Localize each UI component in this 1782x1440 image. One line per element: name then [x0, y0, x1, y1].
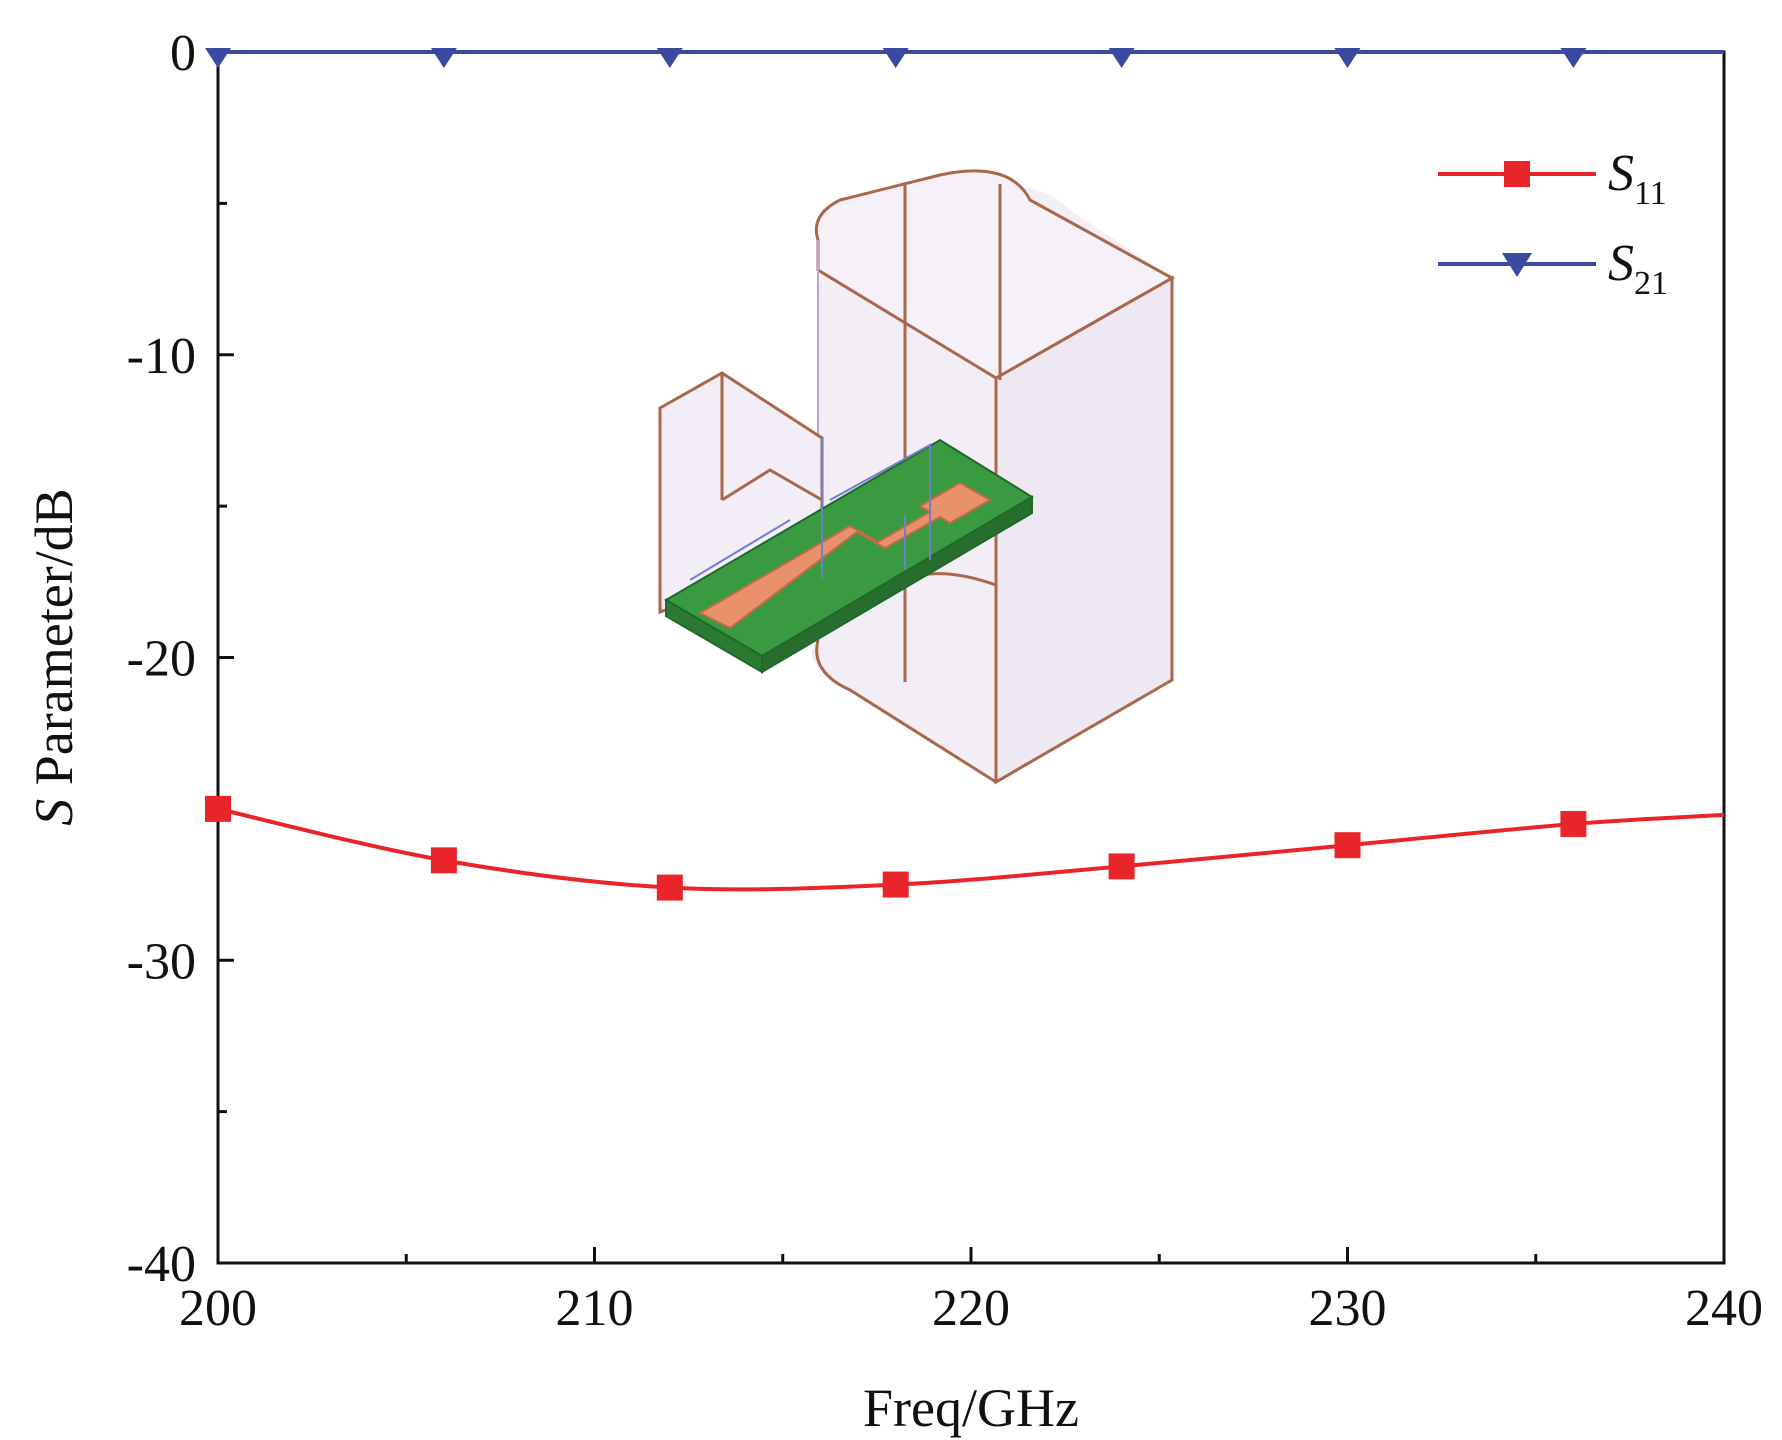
series-point-1	[205, 48, 231, 68]
x-tick-label: 230	[1309, 1280, 1387, 1337]
series-point-0	[1108, 853, 1135, 880]
substrate-front	[761, 495, 1033, 674]
series-point-1	[1108, 48, 1135, 68]
series-point-1	[882, 48, 909, 68]
legend-s21-marker	[1502, 253, 1532, 277]
series-point-0	[430, 847, 457, 874]
x-axis-title: Freq/GHz	[863, 1378, 1079, 1438]
y-tick-label: -30	[127, 933, 196, 990]
series-point-0	[1560, 811, 1587, 838]
series-point-1	[656, 48, 683, 68]
y-tick-label: -10	[127, 328, 196, 385]
legend-s21-label: S21	[1608, 235, 1668, 302]
series-line-0	[217, 806, 1725, 892]
series-point-0	[882, 871, 909, 898]
wireframe-lines	[689, 438, 931, 581]
series-point-0	[656, 874, 683, 901]
series-point-1	[1334, 48, 1361, 68]
y-tick-label: -40	[127, 1236, 196, 1293]
axis-tick-labels: 200 210 220 230 240 0 -10 -20 -30 -40	[127, 25, 1763, 1337]
legend-s11-label: S11	[1608, 145, 1667, 212]
front-block-notch	[721, 468, 823, 502]
x-tick-label: 200	[179, 1280, 257, 1337]
series-point-0	[1334, 832, 1361, 859]
y-tick-label: 0	[170, 25, 196, 82]
waveguide-bottom-edge	[815, 639, 997, 784]
legend: S11 S21	[1438, 145, 1668, 302]
series-point-1	[430, 48, 457, 68]
y-tick-label: -20	[127, 631, 196, 688]
x-tick-label: 210	[556, 1280, 634, 1337]
x-tick-label: 220	[932, 1280, 1010, 1337]
legend-s11-marker	[1504, 161, 1530, 187]
series-layer	[205, 48, 1725, 901]
series-point-1	[1560, 48, 1587, 68]
y-axis-title: S Parameter/dB	[24, 488, 84, 825]
microstrip-line	[697, 481, 993, 630]
x-tick-label: 240	[1685, 1280, 1763, 1337]
series-point-0	[205, 795, 231, 822]
inset-waveguide-model	[658, 169, 1176, 785]
